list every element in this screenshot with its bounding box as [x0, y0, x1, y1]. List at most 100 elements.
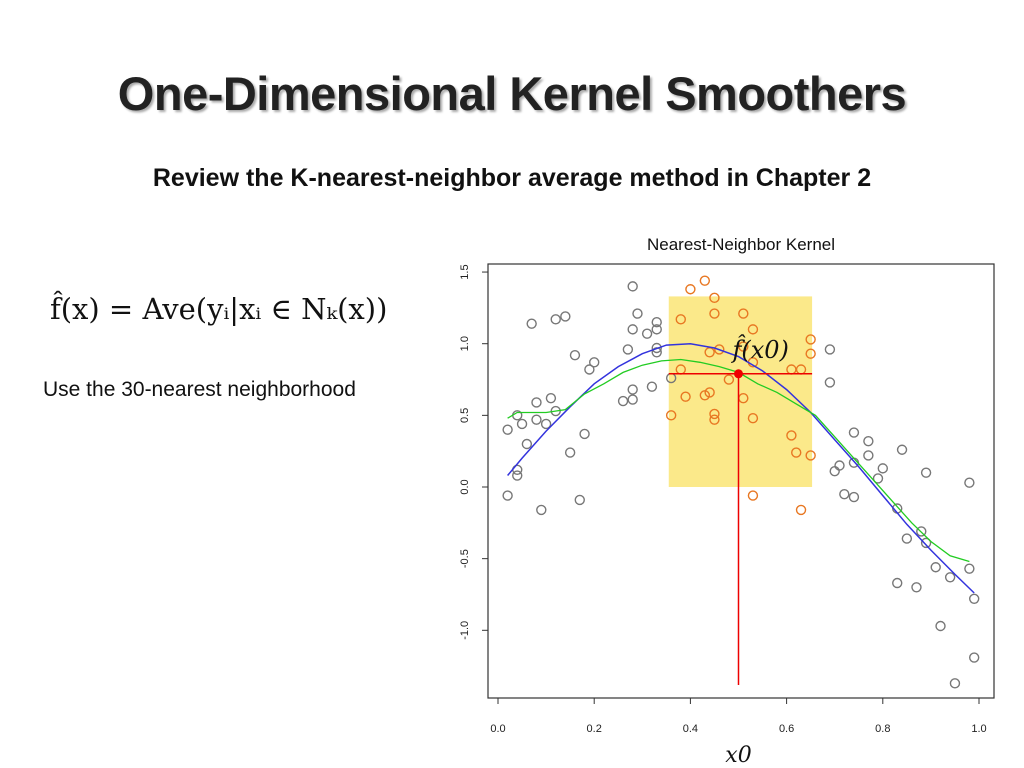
x-tick-label: 0.8 — [875, 723, 890, 735]
data-point — [627, 281, 638, 292]
neighbor-point — [704, 387, 715, 398]
data-point — [584, 364, 595, 375]
data-point — [545, 392, 557, 404]
data-point — [651, 324, 662, 335]
data-point — [824, 344, 836, 355]
data-point — [569, 349, 581, 361]
x-tick-label: 0.0 — [490, 723, 505, 735]
neighbor-point — [747, 413, 759, 424]
data-point — [646, 381, 658, 392]
y-tick-label: 0.5 — [459, 408, 471, 423]
data-point — [920, 467, 932, 478]
data-point — [651, 342, 662, 354]
neighbor-point — [795, 504, 807, 516]
data-point — [901, 533, 913, 544]
data-point — [521, 438, 533, 450]
data-point — [863, 435, 874, 447]
x-tick-label: 0.2 — [587, 723, 602, 735]
data-point — [526, 318, 537, 329]
fhat-point — [734, 369, 743, 379]
data-point — [964, 477, 975, 488]
fhat-label: f̂(x0) — [731, 335, 789, 364]
data-point — [968, 593, 980, 604]
neighbor-point — [675, 314, 686, 325]
data-point — [944, 572, 956, 583]
data-point — [916, 526, 927, 537]
y-tick-label: 0.0 — [459, 479, 471, 494]
data-point — [574, 494, 585, 506]
data-point — [564, 447, 576, 458]
data-point — [911, 582, 922, 593]
y-tick-label: -0.5 — [459, 549, 471, 568]
data-point — [848, 427, 860, 438]
data-point — [848, 491, 860, 503]
data-point — [930, 562, 941, 573]
data-point — [964, 563, 975, 574]
neighbor-point — [738, 308, 749, 319]
data-point — [531, 414, 542, 425]
neighborhood-window — [668, 296, 813, 487]
neighborhood-note: Use the 30-nearest neighborhood — [43, 378, 356, 401]
data-point — [622, 344, 634, 355]
neighbor-point — [714, 344, 725, 355]
chart-title: Nearest-Neighbor Kernel — [647, 235, 835, 254]
data-point — [834, 460, 845, 471]
neighbor-point — [747, 490, 759, 501]
data-point — [651, 317, 662, 328]
y-tick-label: 1.0 — [459, 336, 471, 351]
data-point — [872, 473, 884, 484]
neighbor-point — [709, 292, 720, 304]
data-point — [502, 424, 513, 435]
y-tick-label: 1.5 — [459, 264, 471, 279]
data-point — [632, 308, 643, 319]
neighbor-point — [723, 374, 735, 385]
data-point — [531, 397, 542, 408]
slide-title: One-Dimensional Kernel Smoothers — [117, 67, 907, 120]
data-point — [863, 450, 874, 461]
data-point — [579, 428, 590, 440]
data-point — [824, 377, 836, 388]
data-point — [550, 405, 561, 417]
data-point — [617, 395, 629, 407]
neighbor-point — [680, 391, 691, 402]
data-point — [968, 652, 980, 663]
neighbor-point — [747, 324, 759, 335]
data-point — [502, 490, 513, 501]
data-point — [627, 384, 638, 395]
data-point — [540, 418, 552, 430]
y-tick-label: -1.0 — [459, 621, 471, 640]
x0-label: x0 — [725, 743, 751, 768]
data-point — [641, 328, 653, 339]
data-point — [877, 463, 888, 474]
neighbor-point — [685, 284, 696, 295]
slide-subtitle: Review the K-nearest-neighbor average me… — [152, 164, 872, 192]
neighbor-point — [709, 414, 720, 425]
neighbor-point — [805, 348, 816, 359]
data-point — [627, 394, 638, 405]
data-point — [920, 537, 932, 549]
data-point — [512, 470, 523, 481]
neighbor-point — [738, 341, 749, 352]
data-point — [949, 678, 961, 689]
data-point — [892, 577, 903, 589]
data-point — [627, 324, 638, 335]
neighbor-point — [699, 275, 711, 286]
data-point — [589, 357, 600, 368]
neighbor-point — [786, 430, 797, 441]
x-tick-label: 1.0 — [971, 723, 986, 735]
data-point — [536, 504, 547, 516]
neighbor-point — [665, 410, 677, 421]
knn-formula: f̂(x) = Ave(yᵢ|xᵢ ∈ Nₖ(x)) — [50, 292, 388, 326]
data-point — [896, 444, 908, 455]
neighbor-point — [791, 447, 802, 458]
data-point — [550, 314, 561, 325]
neighbor-point — [709, 308, 720, 319]
neighbor-point — [805, 450, 816, 461]
neighbor-point — [805, 334, 816, 345]
data-point — [516, 418, 528, 430]
neighbor-point — [709, 408, 720, 420]
data-point — [839, 488, 850, 500]
x-tick-label: 0.4 — [683, 723, 698, 735]
data-point — [829, 466, 840, 477]
